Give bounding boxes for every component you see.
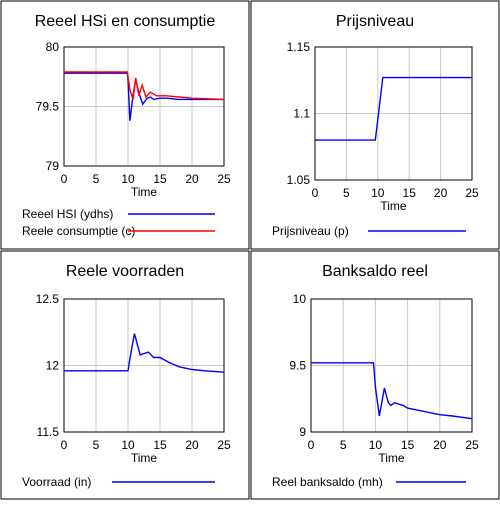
x-axis-label: Time [131,451,158,465]
legend-label: Voorraad (in) [22,475,91,489]
x-tick-label: 25 [465,438,479,452]
y-tick-label: 1.05 [287,173,311,187]
x-tick-label: 20 [185,172,199,186]
x-tick-label: 15 [153,438,167,452]
chart-panel-2: Prijsniveau 0 5 10 15 20 25 1.15 1.1 1.05 Time Prij… [250,0,500,250]
x-tick-label: 0 [312,186,319,200]
x-tick-label: 15 [153,172,167,186]
y-tick-label: 9 [299,425,306,439]
panel-frame [0,0,250,250]
panel-frame [250,0,500,250]
y-tick-label: 1.15 [287,40,311,54]
y-tick-label: 79.5 [36,100,60,114]
y-tick-label: 9.5 [289,359,306,373]
x-tick-label: 5 [93,172,100,186]
x-tick-label: 25 [217,172,231,186]
legend-label: Reel banksaldo (mh) [272,475,383,489]
x-tick-label: 20 [433,438,447,452]
legend-label: Prijsniveau (p) [272,224,349,238]
chart-title: Reele voorraden [66,263,184,280]
y-tick-label: 79 [46,159,60,173]
y-tick-label: 1.1 [293,107,310,121]
series-line-1 [315,76,472,141]
chart-panel-1: Reeel HSi en consumptie 0 5 10 15 20 25 80 79.5 7… [0,0,250,250]
x-tick-label: 25 [465,186,479,200]
x-tick-label: 25 [217,438,231,452]
x-tick-label: 0 [61,172,68,186]
chart-panel-4: Banksaldo reel 0 5 10 15 20 25 10 9.5 9 Time Reel b… [250,250,500,500]
x-tick-label: 15 [403,186,417,200]
series-line-1 [311,362,473,420]
x-tick-label: 0 [61,438,68,452]
x-axis-label: Time [131,185,158,199]
series-line-2 [64,71,225,101]
legend-label: Reele consumptie (c) [22,224,135,238]
grid [64,47,224,166]
x-axis-label: Time [378,451,405,465]
y-tick-label: 12 [46,359,60,373]
series-line-1 [64,333,225,373]
x-axis-label: Time [380,199,407,213]
chart-title: Reeel HSi en consumptie [35,13,216,30]
x-tick-label: 5 [93,438,100,452]
chart-title: Prijsniveau [336,13,414,30]
plot-area [63,46,225,167]
chart-panel-3: Reele voorraden 0 5 10 15 20 25 12.5 12 11.5 Time V… [0,250,250,500]
grid [64,299,224,432]
y-tick-label: 11.5 [37,425,60,439]
plot-area [63,298,225,433]
plot-area [314,46,473,181]
x-tick-label: 5 [340,438,347,452]
x-tick-label: 5 [343,186,350,200]
x-tick-label: 15 [401,438,415,452]
grid [311,299,472,432]
y-tick-label: 80 [46,40,60,54]
plot-area [310,298,473,433]
x-tick-label: 20 [434,186,448,200]
x-tick-label: 0 [308,438,315,452]
y-tick-label: 12.5 [36,292,60,306]
y-tick-label: 10 [293,292,307,306]
x-tick-label: 10 [121,438,135,452]
x-tick-label: 10 [369,438,383,452]
panel-frame [0,250,250,500]
chart-title: Banksaldo reel [322,263,428,280]
x-tick-label: 10 [371,186,385,200]
series-line-1 [64,72,224,121]
x-tick-label: 10 [121,172,135,186]
x-tick-label: 20 [185,438,199,452]
legend-label: Reeel HSI (ydhs) [22,207,113,221]
